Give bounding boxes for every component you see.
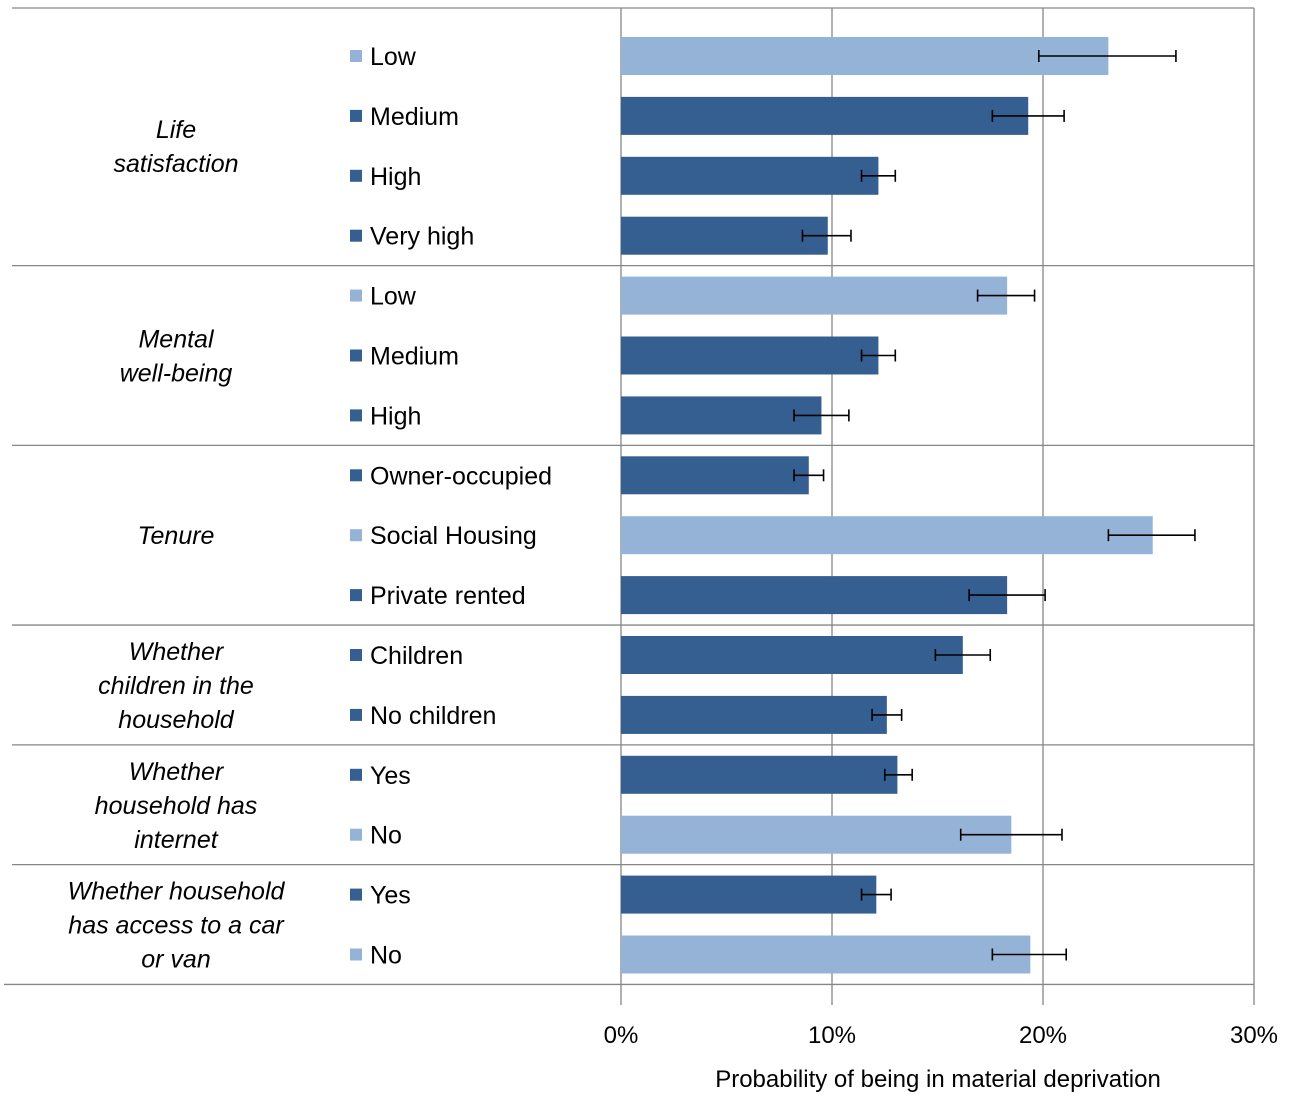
bar	[621, 96, 1029, 135]
bar	[621, 695, 887, 734]
x-tick-label: 30%	[1230, 1022, 1278, 1049]
category-label: Low	[370, 283, 417, 311]
bar	[621, 576, 1008, 615]
x-tick-label: 10%	[808, 1022, 856, 1049]
category-label: No	[370, 822, 402, 850]
bars	[621, 37, 1153, 974]
error-bars	[793, 50, 1196, 961]
category-labels: Low Medium High Very high Low Medium High Owner…	[350, 43, 552, 970]
x-axis-ticks: 0% 10% 20% 30%	[604, 997, 1278, 1049]
legend-swatch	[350, 409, 362, 422]
legend-swatch	[350, 109, 362, 122]
bar	[621, 37, 1109, 75]
legend-swatch	[350, 888, 362, 901]
legend-swatch	[350, 169, 362, 182]
group-label: Whether household has internet	[95, 758, 258, 854]
legend-swatch	[350, 349, 362, 362]
bar	[621, 456, 809, 495]
bar	[621, 276, 1008, 315]
legend-swatch	[350, 649, 362, 661]
x-tick-label: 20%	[1019, 1022, 1067, 1049]
legend-swatch	[350, 768, 362, 781]
legend-swatch	[350, 469, 362, 482]
legend-swatch	[350, 50, 362, 62]
group-labels: Life satisfaction Mental well-being Tenure Wh…	[68, 116, 286, 974]
bar	[621, 815, 1012, 854]
category-label: No	[370, 942, 402, 970]
category-label: High	[370, 163, 421, 191]
legend-swatch	[350, 229, 362, 242]
category-label: Children	[370, 642, 463, 670]
category-label: No children	[370, 702, 496, 730]
legend-swatch	[350, 828, 362, 841]
legend-swatch	[350, 708, 362, 721]
category-label: Low	[370, 43, 417, 71]
legend-swatch	[350, 289, 362, 302]
bar	[621, 875, 877, 914]
bar	[621, 216, 828, 255]
group-separators	[4, 7, 1254, 986]
bar	[621, 516, 1153, 555]
group-label: Tenure	[138, 522, 215, 550]
group-label: Whether household has access to a car or v…	[68, 878, 286, 974]
x-axis-title: Probability of being in material depriva…	[715, 1066, 1161, 1093]
bar	[621, 336, 879, 375]
bar	[621, 755, 898, 794]
category-label: Owner-occupied	[370, 462, 552, 490]
bar	[621, 935, 1031, 974]
category-label: Medium	[370, 103, 459, 131]
group-label: Whether children in the household	[98, 638, 254, 734]
bar	[621, 396, 822, 435]
group-label: Mental well-being	[120, 326, 233, 388]
category-label: High	[370, 402, 421, 430]
category-label: Very high	[370, 223, 474, 251]
category-label: Medium	[370, 343, 459, 371]
legend-swatch	[350, 948, 362, 961]
category-label: Social Housing	[370, 522, 537, 550]
x-tick-label: 0%	[604, 1022, 639, 1049]
group-label: Life satisfaction	[113, 116, 238, 178]
category-label: Private rented	[370, 582, 526, 610]
bar	[621, 156, 879, 195]
legend-swatch	[350, 529, 362, 542]
legend-swatch	[350, 589, 362, 602]
category-label: Yes	[370, 882, 411, 910]
bar	[621, 636, 963, 674]
category-label: Yes	[370, 762, 411, 790]
